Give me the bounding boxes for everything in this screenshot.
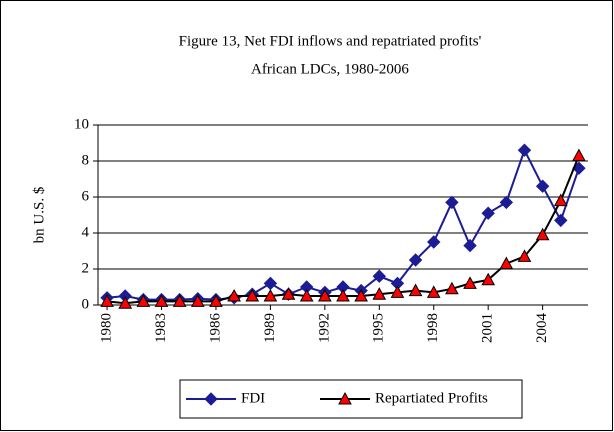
marker xyxy=(499,256,514,270)
marker xyxy=(445,195,459,210)
marker xyxy=(408,283,423,297)
x-tick-label: 1995 xyxy=(371,313,387,343)
marker xyxy=(100,294,114,307)
marker xyxy=(338,391,352,405)
y-tick-label: 10 xyxy=(74,116,89,132)
y-tick-label: 2 xyxy=(82,260,90,276)
marker xyxy=(372,287,387,300)
marker xyxy=(427,235,441,249)
marker xyxy=(535,227,550,241)
marker xyxy=(499,195,514,210)
marker xyxy=(572,148,586,162)
x-tick-label: 2001 xyxy=(480,313,496,343)
marker xyxy=(481,206,495,220)
x-tick-label: 1992 xyxy=(316,313,332,343)
marker xyxy=(245,288,260,302)
chart-title: Figure 13, Net FDI inflows and repatriat… xyxy=(179,33,482,49)
marker xyxy=(517,143,532,157)
marker xyxy=(209,294,223,307)
x-tick-label: 1986 xyxy=(207,313,223,344)
y-axis-label: bn U.S. $ xyxy=(31,186,47,243)
x-tick-label: 2004 xyxy=(534,313,550,344)
marker xyxy=(118,296,133,309)
x-tick-label: 1983 xyxy=(153,313,169,343)
marker xyxy=(463,276,477,289)
marker xyxy=(336,288,350,302)
x-tick-label: 1989 xyxy=(262,313,278,343)
legend-label: Repartiated Profits xyxy=(375,390,488,406)
y-tick-label: 6 xyxy=(82,188,90,204)
marker xyxy=(204,392,218,406)
x-tick-label: 1980 xyxy=(99,313,115,343)
marker xyxy=(190,294,205,307)
marker xyxy=(463,238,477,253)
marker xyxy=(263,288,278,302)
marker xyxy=(445,281,459,295)
marker xyxy=(481,272,496,286)
legend-label: FDI xyxy=(241,390,265,406)
marker xyxy=(535,179,550,193)
marker xyxy=(408,253,423,267)
marker xyxy=(281,287,296,300)
marker xyxy=(426,285,441,298)
marker xyxy=(172,294,187,307)
marker xyxy=(136,294,151,307)
marker xyxy=(554,213,568,228)
marker xyxy=(299,288,314,302)
y-tick-label: 4 xyxy=(82,224,90,240)
marker xyxy=(354,288,368,302)
marker xyxy=(372,269,387,283)
marker xyxy=(553,193,568,207)
marker xyxy=(154,294,169,307)
y-tick-label: 8 xyxy=(82,152,90,168)
marker xyxy=(517,249,532,262)
marker xyxy=(227,288,241,302)
marker xyxy=(390,285,405,298)
chart-title: African LDCs, 1980-2006 xyxy=(251,61,409,77)
marker xyxy=(318,288,332,302)
y-tick-label: 0 xyxy=(82,296,90,312)
x-tick-label: 1998 xyxy=(425,313,441,343)
